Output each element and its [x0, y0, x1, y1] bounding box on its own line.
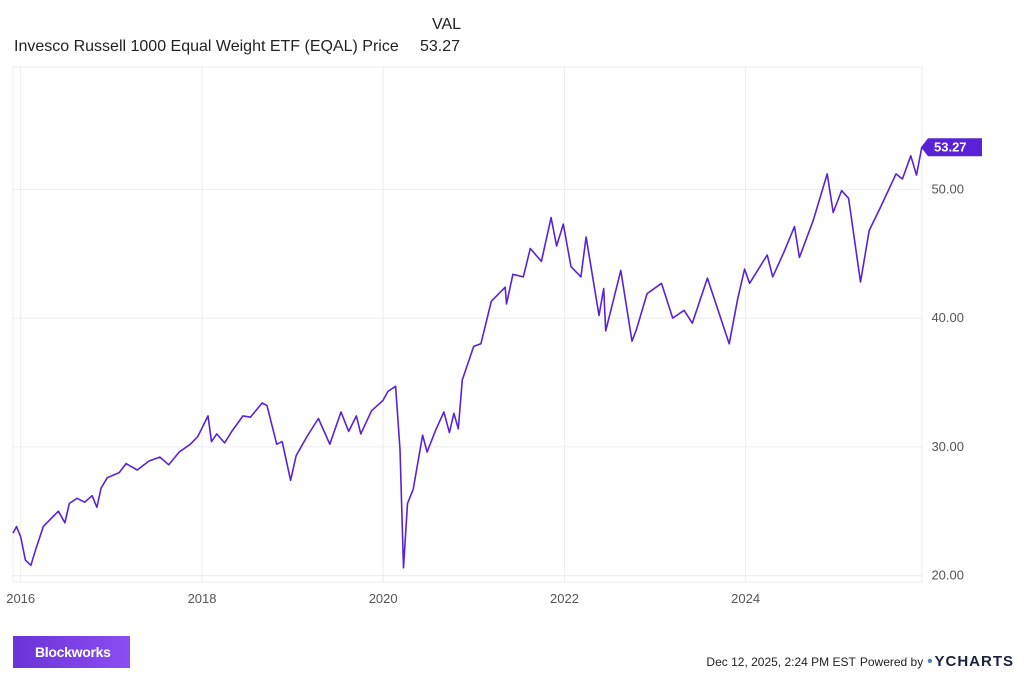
legend-header: VAL — [432, 16, 462, 33]
x-tick-label: 2024 — [731, 591, 760, 606]
y-tick-label: 40.00 — [931, 310, 964, 325]
y-axis-ticks: 20.00 30.00 40.00 50.00 — [931, 181, 964, 582]
series-name: Invesco Russell 1000 Equal Weight ETF (E… — [14, 38, 399, 55]
last-value-badge: 53.27 — [921, 138, 982, 157]
ycharts-logo: • YCHARTS — [927, 653, 1014, 670]
y-tick-label: 30.00 — [931, 439, 964, 454]
footer: Dec 12, 2025, 2:24 PM EST Powered by • Y… — [706, 653, 1014, 670]
timestamp: Dec 12, 2025, 2:24 PM EST — [706, 654, 856, 669]
plot-frame — [12, 66, 923, 583]
y-tick-label: 50.00 — [931, 181, 964, 196]
x-tick-label: 2016 — [6, 591, 35, 606]
y-tick-label: 20.00 — [931, 568, 964, 583]
x-tick-label: 2018 — [188, 591, 217, 606]
line-chart: 2016 2018 2020 2022 2024 20.00 30.00 40.00 50.0… — [6, 66, 982, 606]
x-axis-ticks: 2016 2018 2020 2022 2024 — [6, 591, 760, 606]
x-tick-label: 2022 — [550, 591, 579, 606]
grid-lines — [12, 66, 923, 583]
last-value-label: 53.27 — [934, 140, 967, 155]
x-tick-label: 2020 — [369, 591, 398, 606]
series-value: 53.27 — [420, 38, 461, 55]
powered-by: Powered by — [859, 654, 924, 669]
blockworks-logo: Blockworks — [13, 636, 130, 668]
last-value-badge-bg — [921, 138, 982, 157]
price-line — [12, 147, 923, 569]
ycharts-y-icon: • — [927, 653, 934, 670]
